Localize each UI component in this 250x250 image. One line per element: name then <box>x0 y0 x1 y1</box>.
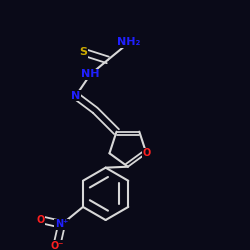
Text: O: O <box>36 214 44 224</box>
Text: O: O <box>142 148 150 158</box>
Text: O⁻: O⁻ <box>50 241 64 250</box>
Text: N⁺: N⁺ <box>55 219 68 229</box>
Text: NH: NH <box>81 70 100 80</box>
Text: S: S <box>80 47 88 57</box>
Text: NH₂: NH₂ <box>118 38 141 48</box>
Text: N: N <box>71 91 81 101</box>
